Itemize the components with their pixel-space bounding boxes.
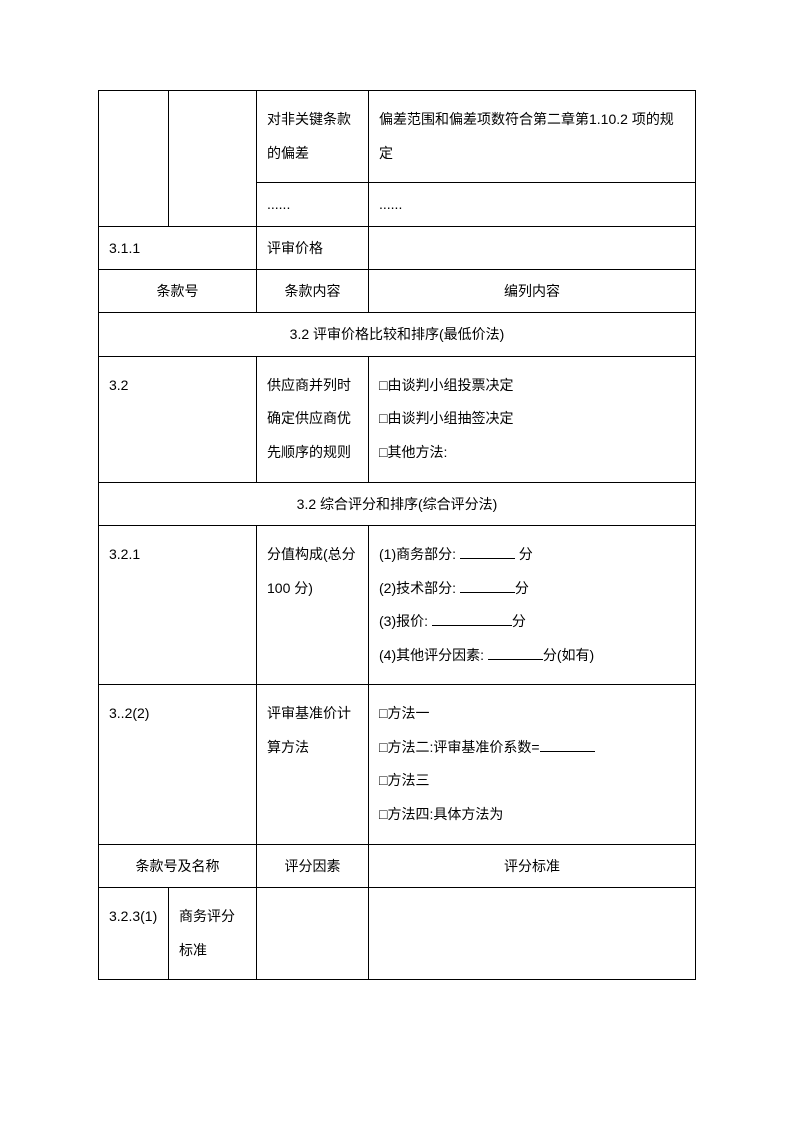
cell-r3c3: 评审价格 xyxy=(257,226,369,269)
header-score-factor: 评分因素 xyxy=(257,844,369,887)
cell-r9c4: □方法一 □方法二:评审基准价系数= □方法三 □方法四:具体方法为 xyxy=(369,685,696,844)
option-lottery: □由谈判小组抽签决定 xyxy=(379,402,685,436)
option-other: □其他方法: xyxy=(379,436,685,470)
score-other: (4)其他评分因素: 分(如有) xyxy=(379,639,685,673)
header-score-standard: 评分标准 xyxy=(369,844,696,887)
score-technical: (2)技术部分: 分 xyxy=(379,572,685,606)
score-quote: (3)报价: 分 xyxy=(379,605,685,639)
score-business: (1)商务部分: 分 xyxy=(379,538,685,572)
section-title-comprehensive: 3.2 综合评分和排序(综合评分法) xyxy=(99,482,696,525)
cell-r8c4: (1)商务部分: 分 (2)技术部分: 分 (3)报价: 分 (4)其他评分因素… xyxy=(369,525,696,684)
method-2: □方法二:评审基准价系数= xyxy=(379,731,685,765)
header-clause-and-name: 条款号及名称 xyxy=(99,844,257,887)
cell-r1c3: 对非关键条款的偏差 xyxy=(257,91,369,183)
method-3: □方法三 xyxy=(379,764,685,798)
blank-cell-r11c3 xyxy=(257,888,369,980)
evaluation-table: 对非关键条款的偏差 偏差范围和偏差项数符合第二章第1.10.2 项的规定 ...… xyxy=(98,90,696,980)
cell-r6c1: 3.2 xyxy=(99,356,257,482)
cell-r9c3: 评审基准价计算方法 xyxy=(257,685,369,844)
method-1: □方法一 xyxy=(379,697,685,731)
cell-r8c3: 分值构成(总分 100 分) xyxy=(257,525,369,684)
blank-cell-r1c1 xyxy=(99,91,169,227)
cell-r2c3: ...... xyxy=(257,183,369,226)
blank-cell-r3c4 xyxy=(369,226,696,269)
method-4: □方法四:具体方法为 xyxy=(379,798,685,832)
cell-r3c1: 3.1.1 xyxy=(99,226,257,269)
cell-r9c1: 3..2(2) xyxy=(99,685,257,844)
option-vote: □由谈判小组投票决定 xyxy=(379,369,685,403)
cell-r2c4: ...... xyxy=(369,183,696,226)
blank-cell-r1c2 xyxy=(169,91,257,227)
header-clause-number: 条款号 xyxy=(99,269,257,312)
cell-r11c2: 商务评分标准 xyxy=(169,888,257,980)
header-clause-content: 条款内容 xyxy=(257,269,369,312)
cell-r6c4: □由谈判小组投票决定 □由谈判小组抽签决定 □其他方法: xyxy=(369,356,696,482)
cell-r1c4: 偏差范围和偏差项数符合第二章第1.10.2 项的规定 xyxy=(369,91,696,183)
cell-r8c1: 3.2.1 xyxy=(99,525,257,684)
cell-r6c3: 供应商并列时确定供应商优先顺序的规则 xyxy=(257,356,369,482)
blank-cell-r11c4 xyxy=(369,888,696,980)
section-title-lowest-price: 3.2 评审价格比较和排序(最低价法) xyxy=(99,313,696,356)
header-listing-content: 编列内容 xyxy=(369,269,696,312)
cell-r11c1: 3.2.3(1) xyxy=(99,888,169,980)
